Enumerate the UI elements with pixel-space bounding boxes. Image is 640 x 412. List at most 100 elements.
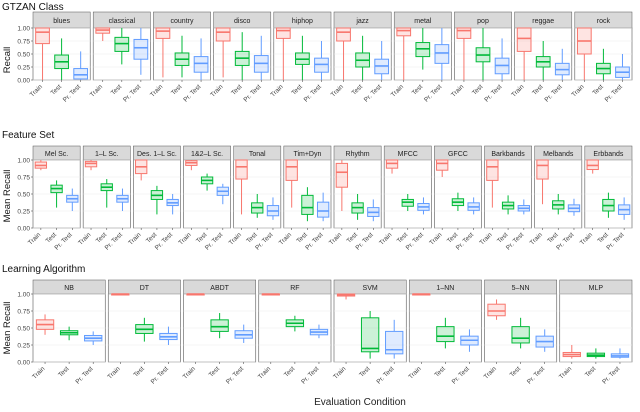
facet-label: Tim+Dyn [293,151,321,158]
facet-label: RF [290,285,299,292]
y-axis-label: Mean Recall [2,170,13,223]
y-tick-label: 0.50 [17,326,30,333]
x-axis-label: Evaluation Condition [314,397,406,408]
y-tick-label: 1.00 [17,26,30,33]
box-iqr [436,326,455,343]
box-iqr [434,44,450,64]
box-iqr [133,38,149,60]
box-iqr [301,194,314,215]
facet-label: Melbands [543,151,574,158]
box-iqr [235,159,248,180]
y-axis-label: Recall [2,47,13,73]
facet-label: 1&2–L Sc. [191,151,223,158]
y-tick-label: 1.00 [17,292,30,299]
facet-label: DT [140,285,150,292]
row-title: Feature Set [2,130,54,141]
box-iqr [210,319,229,332]
facet-label: Barkbands [491,151,525,158]
facet-label: hiphop [292,18,313,25]
facet-label: jazz [355,18,369,25]
row-title: GTZAN Class [2,2,64,13]
facet-label: GFCC [448,151,468,158]
facet-label: 1–NN [436,285,454,292]
facet-label: Des. 1–L Sc. [137,151,177,158]
box-iqr [73,68,89,80]
box-iqr [215,27,231,42]
box-iqr [487,303,506,317]
box-iqr [511,326,530,344]
y-tick-label: 0.75 [17,175,30,182]
facet-label: SVM [363,285,378,292]
box-iqr [285,159,298,181]
facet-label: 1–L Sc. [95,151,119,158]
y-tick-label: 0.00 [17,360,30,367]
box-iqr [193,56,209,73]
box-iqr [275,27,291,39]
box-iqr [35,27,50,45]
box-iqr [436,159,449,171]
box-iqr [536,159,549,180]
facet-label: Erbbands [593,151,623,158]
box-iqr [335,162,349,188]
y-tick-label: 0.25 [17,209,30,216]
row-title: Learning Algorithm [2,264,85,275]
facet-label: country [171,18,194,25]
facet-label: MFCC [398,151,418,158]
facet-label: metal [414,18,432,25]
box-iqr [336,27,351,42]
y-tick-label: 0.50 [17,192,30,199]
facet-label: MLP [589,285,604,292]
box-iqr [360,317,380,353]
facet-label: Mel Sc. [45,151,68,158]
facet-label: blues [53,18,70,25]
y-tick-label: 0.75 [17,309,30,316]
facet-label: Tonal [249,151,266,158]
y-tick-label: 0.00 [17,226,30,233]
y-tick-label: 0.25 [17,343,30,350]
box-iqr [316,201,330,218]
y-tick-label: 0.00 [17,78,30,85]
y-tick-label: 1.00 [17,158,30,165]
facet-label: classical [109,18,136,25]
box-iqr [155,27,171,39]
box-iqr [456,27,472,39]
y-tick-label: 0.50 [17,52,30,59]
facet-label: rock [597,18,611,25]
y-tick-label: 0.25 [17,65,30,72]
box-iqr [396,27,412,37]
box-iqr [516,27,532,52]
facet-label: Rhythm [346,151,370,158]
box-iqr [385,330,404,355]
facet-label: pop [477,18,489,25]
facet-label: ABDT [210,285,229,292]
box-iqr [486,159,499,181]
facet-label: 5–NN [512,285,530,292]
facet-label: disco [234,18,250,25]
facet-label: reggae [532,18,554,25]
facet-label: NB [64,285,74,292]
y-axis-label: Mean Recall [2,302,13,355]
